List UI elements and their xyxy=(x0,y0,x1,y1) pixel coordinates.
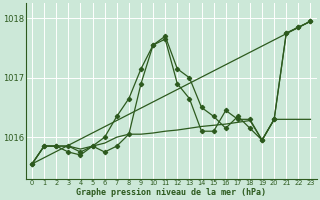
X-axis label: Graphe pression niveau de la mer (hPa): Graphe pression niveau de la mer (hPa) xyxy=(76,188,266,197)
